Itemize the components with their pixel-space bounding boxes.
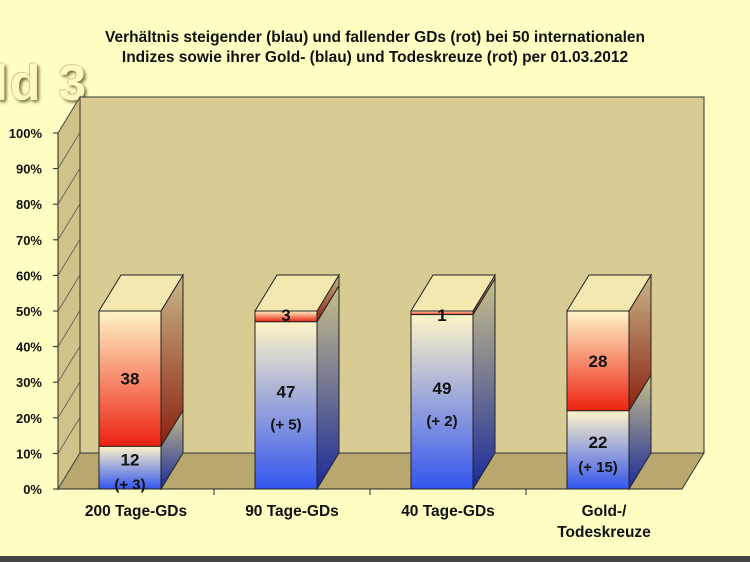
y-depth-tick xyxy=(57,274,81,312)
y-tick-label: 40% xyxy=(16,340,42,355)
label-rising-value: 12 xyxy=(121,451,140,470)
bar-falling-0 xyxy=(98,273,184,449)
bar-falling-0-front xyxy=(98,310,162,447)
y-depth-tick xyxy=(57,452,81,490)
label-falling-value: 28 xyxy=(589,352,608,371)
y-depth-tick xyxy=(57,417,81,454)
chart-title-line2: Indizes sowie ihrer Gold- (blau) und Tod… xyxy=(121,49,629,66)
chart-title-line1: Verhältnis steigender (blau) und fallend… xyxy=(104,29,645,46)
label-rising-value: 22 xyxy=(589,433,608,452)
bar-rising-2-front xyxy=(410,314,474,490)
y-tick-label: 10% xyxy=(16,446,42,461)
label-falling-value: 38 xyxy=(121,370,140,389)
bar-rising-1-front xyxy=(254,321,318,490)
y-tick-label: 20% xyxy=(16,411,42,426)
y-depth-tick xyxy=(57,96,81,134)
bar-falling-3 xyxy=(566,273,652,413)
label-rising-change: (+ 2) xyxy=(426,413,457,430)
bar-falling-1-top xyxy=(254,274,340,312)
y-tick-label: 90% xyxy=(16,162,42,177)
bar-rising-1 xyxy=(254,283,340,491)
label-rising-change: (+ 5) xyxy=(270,416,301,433)
label-rising-change: (+ 3) xyxy=(114,477,145,494)
bottom-border xyxy=(0,556,750,562)
y-depth-tick xyxy=(57,345,81,383)
label-rising-value: 49 xyxy=(433,379,452,398)
y-depth-tick xyxy=(57,381,81,419)
bar-rising-2-side xyxy=(472,276,496,491)
y-tick-label: 100% xyxy=(9,126,43,141)
bar-rising-0 xyxy=(98,408,184,491)
y-tick-label: 0% xyxy=(23,482,42,497)
y-tick-label: 30% xyxy=(16,375,42,390)
category-label: 40 Tage-GDs xyxy=(401,503,495,520)
category-label: Gold-/ xyxy=(582,503,627,520)
y-tick-label: 60% xyxy=(16,268,42,283)
bar-falling-0-top xyxy=(98,274,184,312)
y-depth-tick xyxy=(57,203,81,241)
y-depth-tick xyxy=(57,239,81,276)
bar-falling-2 xyxy=(410,273,496,317)
y-tick-label: 50% xyxy=(16,304,42,319)
watermark-text: ld 3 xyxy=(0,55,89,111)
bar-falling-1 xyxy=(254,273,340,324)
y-depth-tick xyxy=(57,310,81,347)
bar-falling-3-top xyxy=(566,274,652,312)
label-rising-value: 47 xyxy=(277,382,296,401)
label-rising-change: (+ 15) xyxy=(578,459,618,476)
y-tick-label: 70% xyxy=(16,233,42,248)
y-depth-tick xyxy=(57,167,81,205)
y-depth-tick xyxy=(57,132,81,169)
label-falling-value: 1 xyxy=(437,306,446,325)
bar-rising-3 xyxy=(566,372,652,491)
label-falling-value: 3 xyxy=(281,306,290,325)
category-label: 90 Tage-GDs xyxy=(245,503,339,520)
category-label: Todeskreuze xyxy=(557,524,651,541)
y-tick-label: 80% xyxy=(16,197,42,212)
bar-falling-2-top xyxy=(410,274,496,312)
category-label: 200 Tage-GDs xyxy=(85,503,187,520)
